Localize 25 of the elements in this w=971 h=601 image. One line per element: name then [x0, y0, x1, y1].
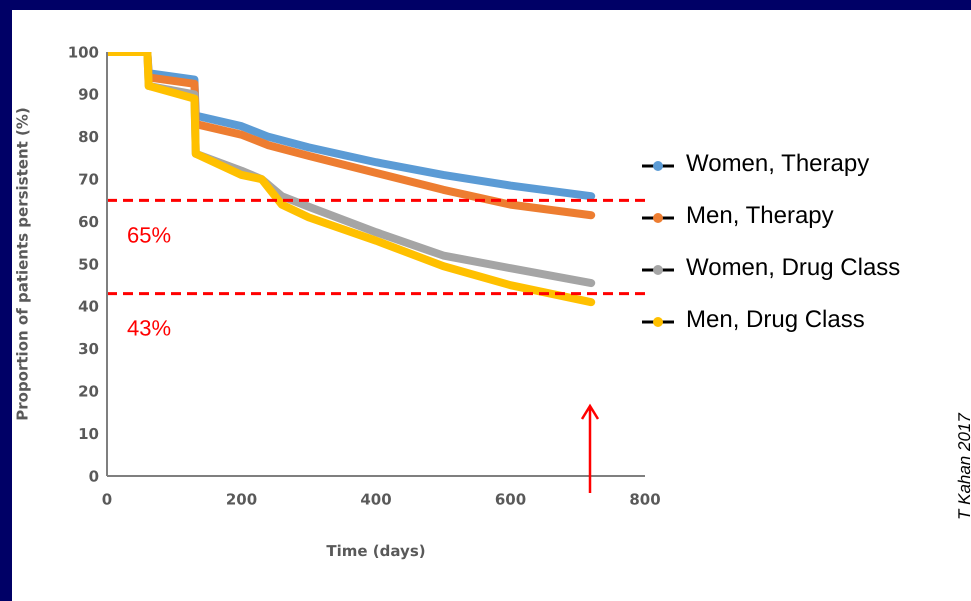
x-axis-title: Time (days) [326, 542, 426, 560]
y-tick-label: 50 [78, 255, 99, 274]
y-tick-label: 70 [78, 170, 99, 189]
legend-label: Women, Therapy [686, 150, 870, 178]
y-tick-label: 100 [68, 43, 99, 62]
legend-label: Men, Therapy [686, 202, 834, 230]
y-tick-label: 60 [78, 212, 99, 231]
y-tick-label: 20 [78, 382, 99, 401]
y-axis-title: Proportion of patients persistent (%) [13, 107, 32, 421]
y-tick-label: 40 [78, 298, 99, 316]
x-tick-label: 400 [360, 490, 392, 509]
ref-line-label: 43% [127, 316, 172, 341]
y-tick-label: 10 [78, 424, 99, 443]
y-tick-label: 0 [88, 467, 99, 486]
x-tick-label: 0 [102, 490, 112, 509]
x-tick-label: 800 [629, 490, 661, 509]
y-tick-label: 90 [78, 86, 99, 104]
y-tick-label: 80 [78, 128, 99, 146]
x-tick-label: 200 [226, 490, 258, 509]
y-tick-label: 30 [78, 340, 99, 358]
ref-line-label: 65% [127, 222, 172, 248]
legend-label: Men, Drug Class [686, 306, 865, 334]
text: T Kahan 2017 [955, 413, 971, 520]
x-tick-label: 600 [494, 490, 526, 509]
legend-label: Women, Drug Class [686, 254, 900, 282]
